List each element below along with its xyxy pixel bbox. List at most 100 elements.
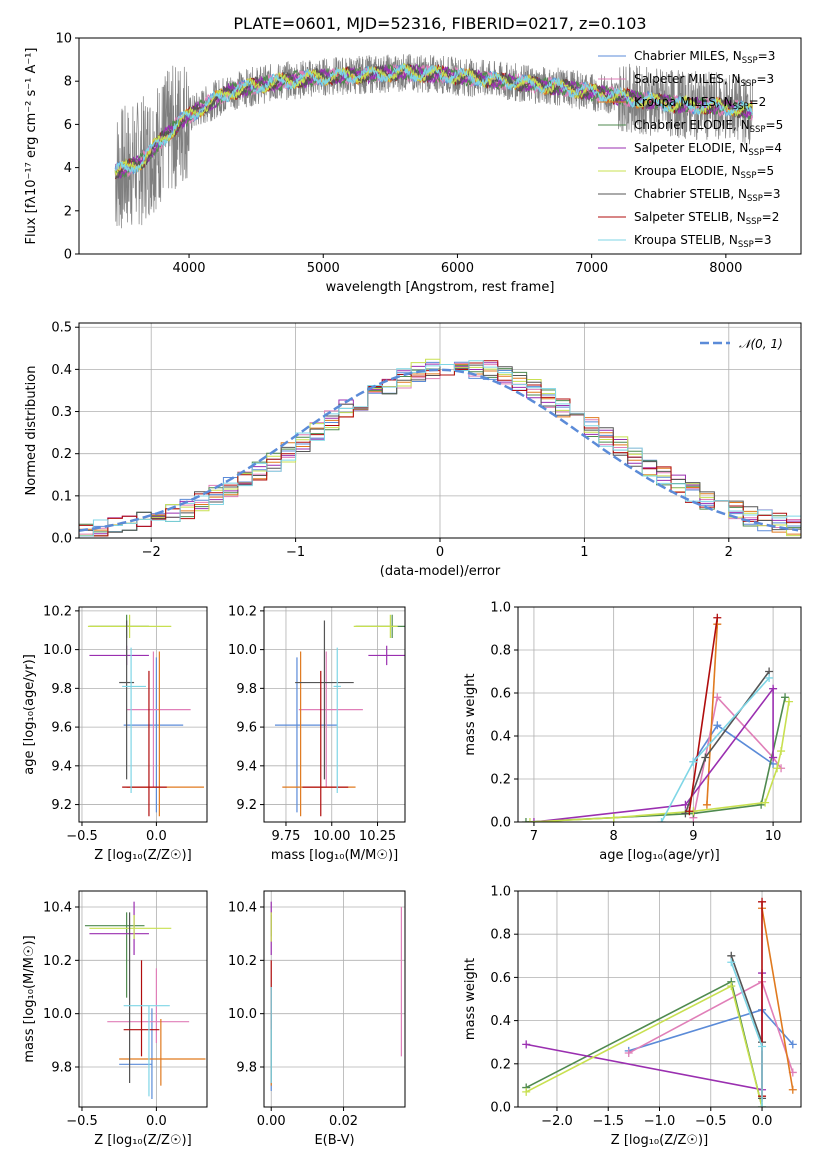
weights-chabrier-miles: [689, 721, 778, 768]
residuals-legend: 𝒩(0, 1): [700, 337, 783, 351]
age-vs-mass-frame: [263, 606, 406, 823]
weight-vs-age-xtick-label: 8: [610, 829, 618, 844]
spectrum-ytick-label: 10: [55, 32, 72, 47]
weights-marker: [522, 1087, 531, 1096]
spectrum-ytick-label: 2: [64, 204, 72, 219]
weights-marker: [522, 1040, 531, 1049]
age-vs-mass-ytick-label: 9.2: [236, 798, 257, 813]
weight-vs-age-ytick-label: 0.6: [490, 687, 511, 702]
weights-marker: [609, 813, 618, 822]
age-vs-mass-xlabel: mass [log₁₀(M/M☉)]: [271, 848, 398, 863]
residuals-xtick-label: 1: [580, 545, 588, 560]
age-vs-mass-xtick-label: 10.00: [313, 829, 350, 844]
age-vs-z-plot-area: [87, 614, 205, 817]
mass-vs-ebv-xtick-label: 0.00: [257, 1114, 286, 1129]
weights-kroupa-stelib: [727, 958, 767, 1107]
spectrum-xtick-label: 5000: [307, 261, 340, 276]
mass-vs-z-axes: −0.5 0.0 9.8 10.0 10.2 10.4 Z [log₁₀(Z/Z☉)] mas…: [22, 891, 207, 1148]
spectrum-xtick-label: 4000: [172, 261, 205, 276]
age-vs-z-frame: [78, 606, 208, 823]
mass-vs-ebv-ytick-label: 10.2: [228, 954, 257, 969]
weights-marker: [773, 764, 782, 773]
weights-marker: [758, 1103, 767, 1107]
errorbar-kroupa-miles: [126, 651, 205, 817]
errorbar-kroupa-miles: [282, 651, 356, 817]
age-vs-mass-xtick-label: 9.75: [271, 829, 300, 844]
age-vs-mass-xtick-label: 10.25: [359, 829, 396, 844]
mass-vs-ebv-ytick-label: 10.4: [228, 901, 257, 916]
errorbar-kroupa-stelib: [123, 1005, 170, 1097]
spectrum-title: PLATE=0601, MJD=52316, FIBERID=0217, z=0…: [233, 14, 646, 33]
mass-vs-z-xtick-label: 0.0: [146, 1114, 167, 1129]
age-vs-z-ytick-label: 9.2: [51, 798, 72, 813]
mass-vs-z-grid: [79, 891, 207, 1107]
residuals-ytick-label: 0.2: [51, 447, 72, 462]
errorbar-kroupa-elodie: [353, 614, 398, 638]
mass-vs-z-ytick-label: 9.8: [51, 1061, 72, 1076]
weights-salpeter-stelib: [685, 613, 722, 816]
weight-vs-z-frame: [517, 890, 802, 1108]
weight-vs-age-ytick-label: 0.2: [490, 773, 511, 788]
weights-marker: [713, 721, 722, 730]
age-vs-z-ytick-label: 10.2: [43, 604, 72, 619]
legend-entry: Salpeter ELODIE, NSSP=4: [634, 141, 782, 158]
weights-marker: [525, 818, 534, 822]
age-vs-mass-grid: [264, 607, 405, 822]
age-vs-z-ylabel: age [log₁₀(age/yr)]: [22, 654, 37, 775]
spectrum-plot-area: [114, 53, 754, 229]
age-vs-z-grid: [79, 607, 207, 822]
weights-marker: [765, 673, 774, 682]
weights-chabrier-elodie: [521, 693, 790, 822]
legend-entry: Chabrier ELODIE, NSSP=5: [634, 118, 783, 135]
weight-vs-age-plot-area: [521, 613, 794, 822]
spectrum-ytick-label: 8: [64, 75, 72, 90]
spectrum-ytick-label: 6: [64, 118, 72, 133]
weights-marker: [758, 897, 767, 906]
age-vs-mass-ytick-label: 9.4: [236, 759, 257, 774]
residuals-xtick-label: −1: [286, 545, 305, 560]
weights-marker: [713, 693, 722, 702]
errorbar-chabrier-stelib: [295, 620, 354, 780]
spectrum-axes: 4000 5000 6000 7000 8000 0 2 4 6 8 10 wavelength [A…: [24, 32, 742, 296]
weights-salpeter-elodie: [529, 684, 778, 822]
residuals-plot-area: [79, 358, 801, 538]
residuals-ytick-label: 0.4: [51, 363, 72, 378]
residuals-xtick-label: 2: [725, 545, 733, 560]
spectrum-xtick-label: 6000: [441, 261, 474, 276]
weights-kroupa-stelib: [657, 673, 774, 822]
weight-vs-age-frame: [517, 606, 802, 823]
weight-vs-z-axes: −2.0 −1.5 −1.0 −0.5 0.0 0.0 0.2 0.4 0.6 0.8 1.0 Z […: [463, 885, 801, 1148]
weights-marker: [781, 693, 790, 702]
errorbar-salpeter-miles: [126, 651, 191, 788]
spectrum-xtick-label: 7000: [575, 261, 608, 276]
weight-vs-z-ytick-label: 0.0: [490, 1101, 511, 1116]
weight-vs-age-ylabel: mass weight: [463, 673, 478, 755]
weights-marker: [685, 807, 694, 816]
errorbar-chabrier-elodie: [84, 912, 145, 998]
weights-marker: [761, 798, 770, 807]
legend-entry: 𝒩(0, 1): [739, 337, 783, 351]
weight-vs-age-ytick-label: 0.4: [490, 730, 511, 745]
weight-vs-z-ytick-label: 1.0: [490, 885, 511, 900]
errorbar-chabrier-stelib: [119, 620, 135, 780]
spectrum-ylabel: Flux [fλ10⁻¹⁷ erg cm⁻² s⁻¹ A⁻¹]: [24, 48, 39, 245]
mass-vs-z-plot-area: [84, 901, 206, 1099]
legend-entry: Salpeter STELIB, NSSP=2: [634, 210, 779, 227]
age-vs-mass-ytick-label: 9.8: [236, 682, 257, 697]
weights-marker: [727, 982, 736, 991]
residuals-ylabel: Normed distribution: [24, 366, 39, 496]
weight-vs-age-xtick-label: 7: [530, 829, 538, 844]
spectrum-ytick-label: 0: [64, 248, 72, 263]
residuals-xtick-label: −2: [142, 545, 161, 560]
legend-entry: Kroupa ELODIE, NSSP=5: [634, 164, 774, 181]
weights-marker: [758, 1042, 767, 1051]
weights-marker: [788, 1085, 797, 1094]
mass-vs-ebv-axes: 0.00 0.02 9.8 10.0 10.2 10.4 E(B-V): [228, 891, 405, 1148]
weights-chabrier-stelib: [727, 951, 767, 1103]
weights-marker: [713, 613, 722, 622]
weights-marker: [785, 697, 794, 706]
age-vs-z-ytick-label: 10.0: [43, 643, 72, 658]
mass-vs-z-xtick-label: −0.5: [66, 1114, 98, 1129]
mass-vs-ebv-frame: [263, 890, 406, 1108]
